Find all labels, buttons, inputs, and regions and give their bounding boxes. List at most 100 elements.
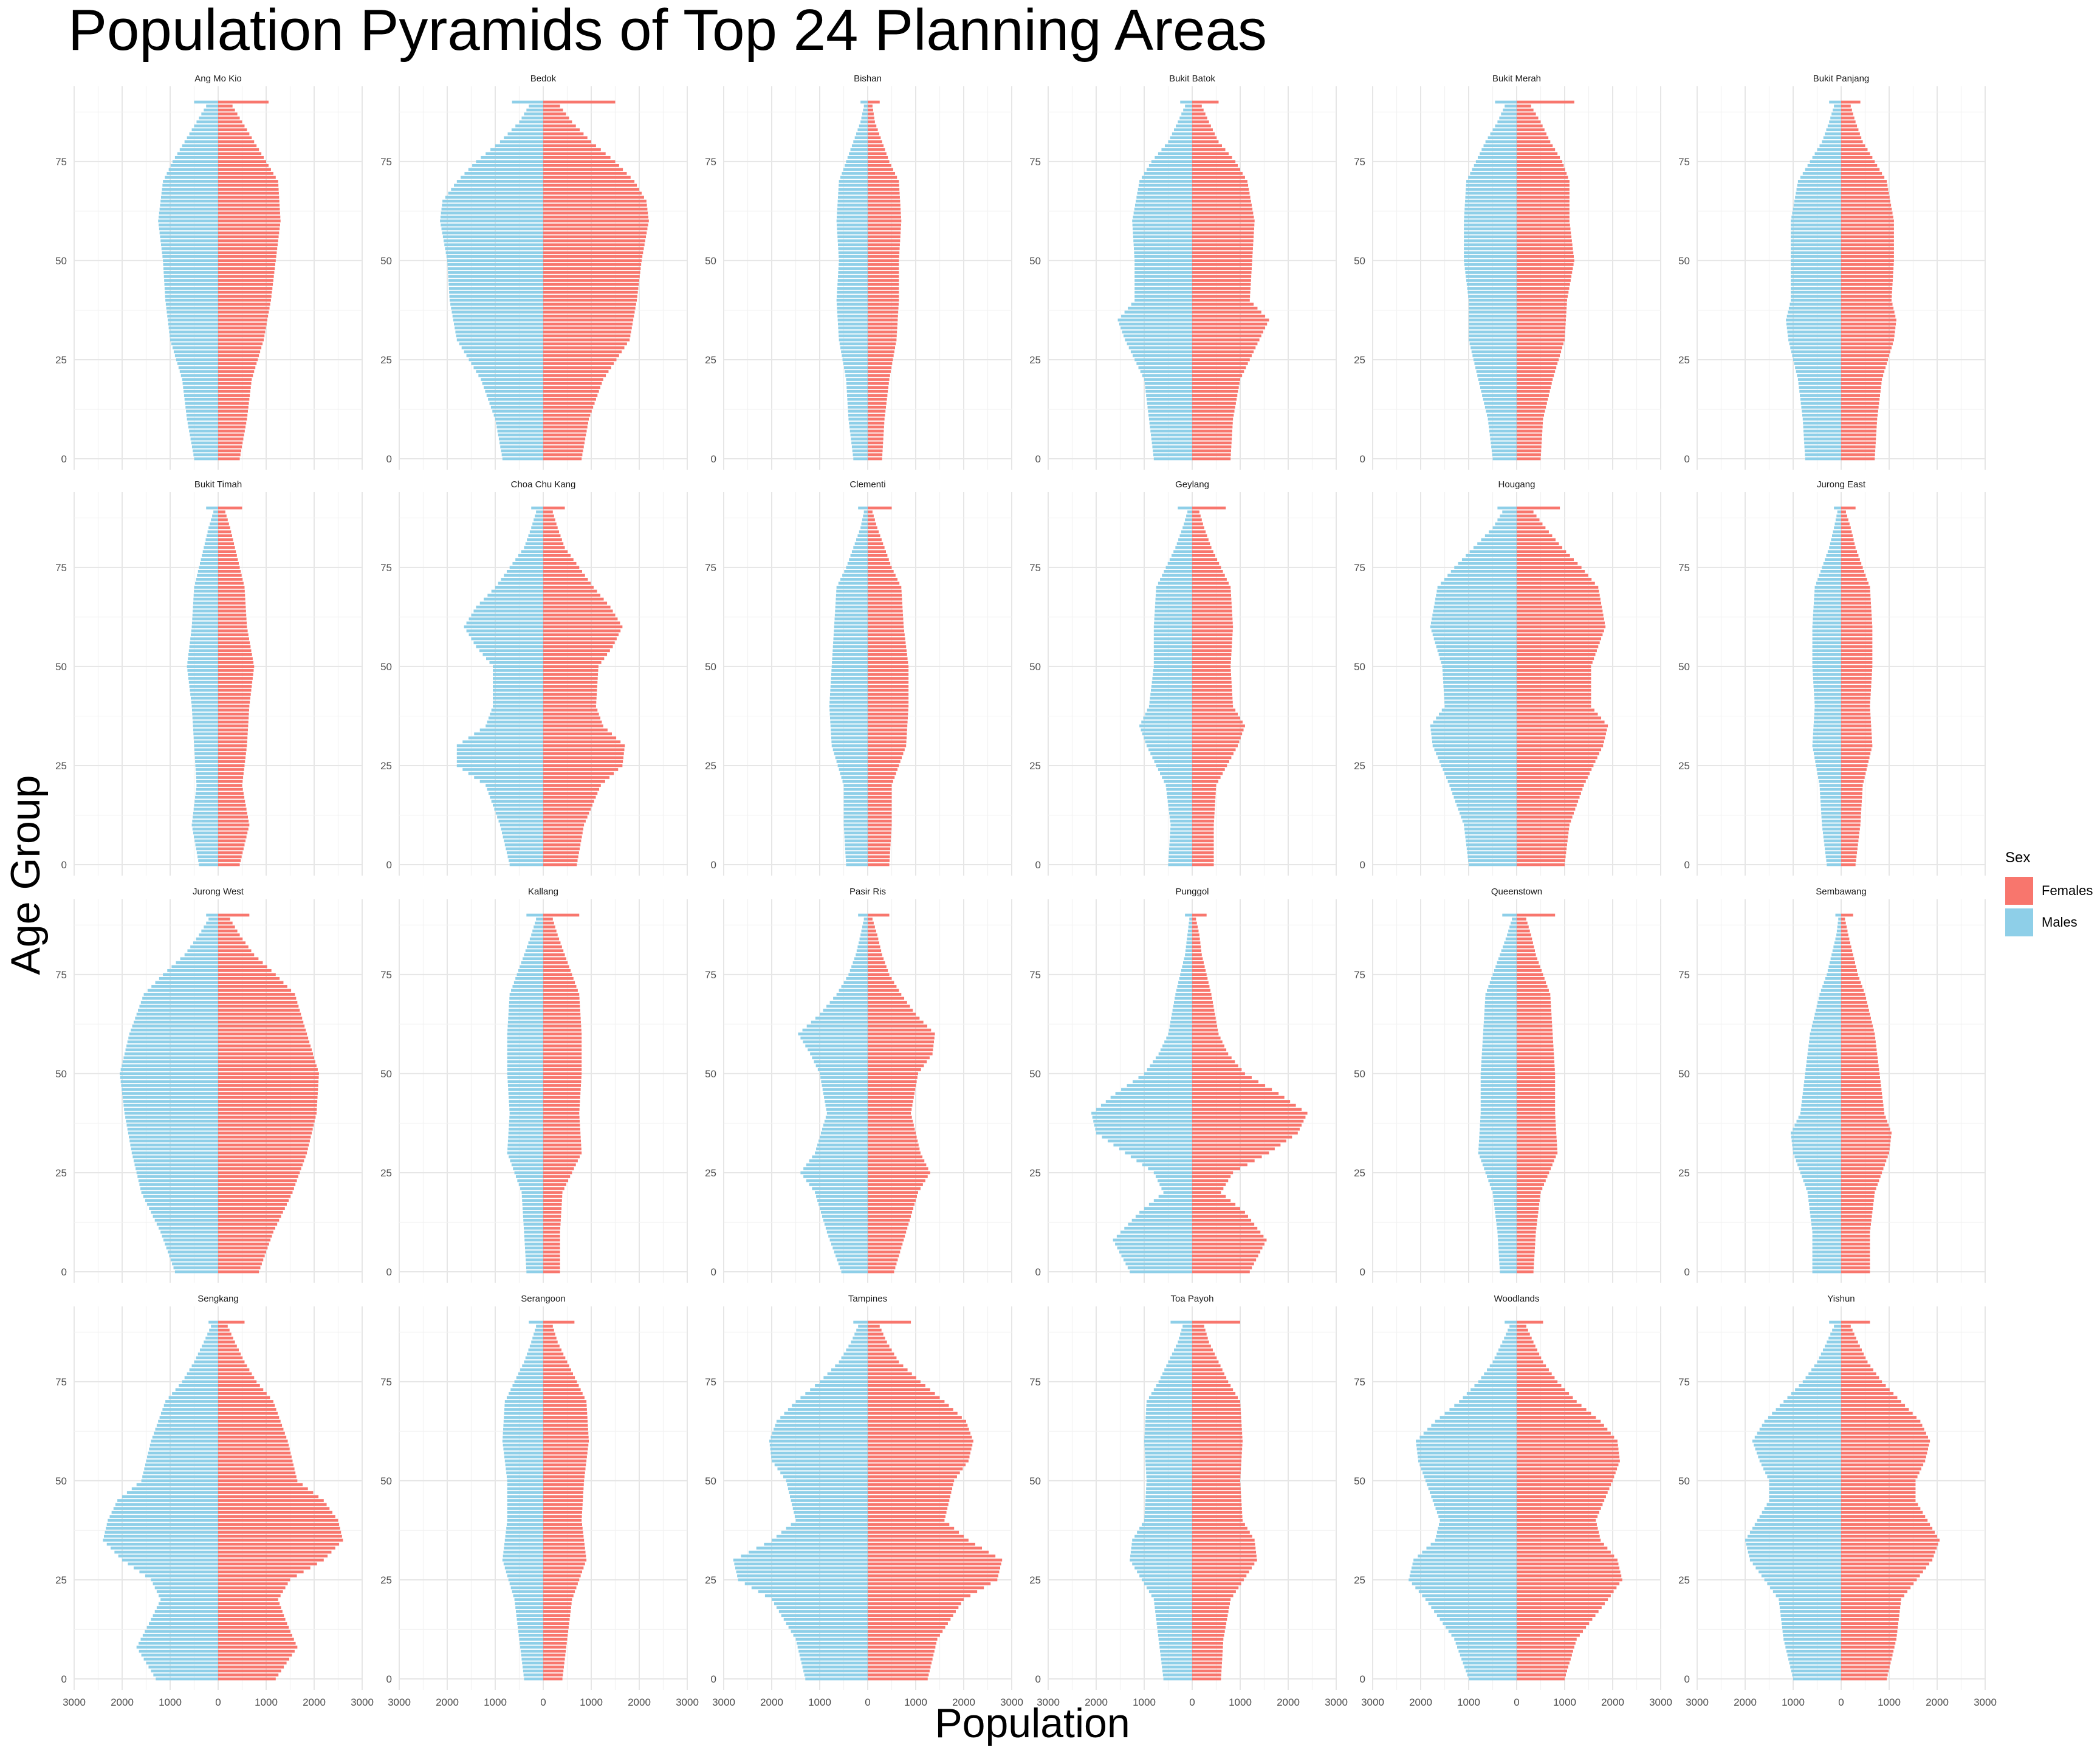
- bar-male: [776, 1606, 868, 1609]
- bar-male: [853, 961, 868, 964]
- bar-female: [1192, 1183, 1226, 1186]
- bar-male: [1170, 1356, 1192, 1360]
- bar-female: [218, 330, 266, 334]
- y-tick-label: 50: [705, 1068, 716, 1080]
- bar-male: [1813, 748, 1841, 752]
- bar-female: [868, 688, 909, 692]
- bar-male: [829, 696, 868, 700]
- bar-male: [1141, 728, 1192, 732]
- bar-male: [1436, 1531, 1517, 1534]
- bar-female: [868, 637, 905, 640]
- bar-female: [543, 410, 592, 413]
- bar-male: [532, 929, 543, 933]
- bar-male: [1144, 378, 1192, 381]
- bar-male: [512, 985, 543, 988]
- bar-male: [820, 1012, 868, 1016]
- bar-male: [454, 322, 543, 326]
- bar-male: [442, 235, 543, 239]
- bar-male: [805, 1392, 868, 1395]
- bar-male: [843, 784, 868, 787]
- bar-female: [543, 1463, 586, 1467]
- bar-female: [868, 712, 908, 716]
- bar-female: [1192, 1598, 1231, 1601]
- bar-male: [784, 1412, 868, 1415]
- bar-female: [868, 744, 907, 747]
- bar-male: [843, 811, 868, 815]
- bar-female: [1517, 921, 1528, 925]
- y-tick-label: 75: [1678, 969, 1690, 981]
- bar-female: [543, 546, 565, 549]
- bar-male: [1791, 271, 1841, 274]
- bar-male: [1484, 402, 1517, 405]
- bar-male: [122, 1495, 218, 1498]
- bar-female: [543, 1518, 582, 1522]
- bar-female: [1517, 1531, 1599, 1534]
- y-tick-label: 75: [380, 562, 392, 574]
- bar-male: [1791, 267, 1841, 270]
- bar-male: [190, 433, 218, 437]
- bar-male: [466, 354, 543, 357]
- bar-female: [1517, 211, 1570, 214]
- bar-female: [543, 1072, 582, 1076]
- bar-female: [543, 949, 564, 953]
- bar-female: [218, 526, 230, 529]
- bar-male: [856, 132, 868, 136]
- bar-female: [1841, 271, 1893, 274]
- bar-male: [1800, 1171, 1841, 1175]
- bar-female: [543, 1598, 572, 1601]
- bar-male: [149, 1443, 218, 1447]
- gridlines: [1048, 492, 1337, 876]
- bar-female: [218, 303, 270, 306]
- bar-male: [1813, 720, 1841, 724]
- bar-male: [1491, 441, 1517, 445]
- bar-female: [543, 649, 610, 653]
- bar-male: [1791, 219, 1841, 223]
- y-tick-label: 75: [705, 562, 716, 574]
- bar-female: [1517, 997, 1551, 1000]
- bar-male: [1131, 1542, 1192, 1546]
- bar-female: [1517, 191, 1570, 195]
- bar-male: [1467, 855, 1517, 859]
- bar-male: [507, 1044, 543, 1048]
- bar-female: [543, 124, 576, 128]
- bar-female: [543, 1328, 554, 1332]
- bar-female: [1517, 732, 1606, 736]
- bar-male: [1783, 1638, 1841, 1641]
- bar-female: [218, 350, 261, 354]
- bar-male: [1481, 1056, 1517, 1060]
- bar-female: [543, 1439, 589, 1443]
- bar-female: [1517, 1262, 1534, 1266]
- bar-female: [1192, 136, 1217, 140]
- bar-male: [1185, 953, 1192, 956]
- bar-male: [833, 633, 868, 637]
- bar-male: [123, 1100, 218, 1103]
- bar-male: [208, 526, 218, 529]
- bar-female: [868, 1246, 902, 1250]
- bar-female: [218, 1495, 319, 1498]
- bar-male: [1187, 933, 1192, 936]
- bar-female: [543, 1215, 561, 1218]
- bar-female: [543, 602, 608, 605]
- bar-female: [218, 665, 255, 668]
- bar-female: [1192, 410, 1235, 413]
- bar-male: [103, 1539, 218, 1542]
- bar-female: [868, 582, 900, 585]
- bar-female: [868, 1356, 897, 1360]
- bar-female: [543, 617, 618, 620]
- bar-female: [868, 1372, 912, 1376]
- bar-male: [1817, 772, 1841, 775]
- bar-male: [858, 506, 868, 510]
- bar-male: [1155, 605, 1192, 609]
- bar-female: [1517, 1645, 1574, 1649]
- bar-male: [1461, 1658, 1517, 1661]
- bar-female: [868, 227, 901, 231]
- bar-female: [218, 1396, 270, 1399]
- bar-male: [1434, 748, 1517, 752]
- bar-female: [1192, 661, 1231, 664]
- bar-female: [1517, 1638, 1577, 1641]
- bars: [187, 506, 255, 866]
- bar-female: [1517, 1151, 1558, 1155]
- bar-male: [113, 1507, 218, 1510]
- bar-male: [1133, 231, 1192, 235]
